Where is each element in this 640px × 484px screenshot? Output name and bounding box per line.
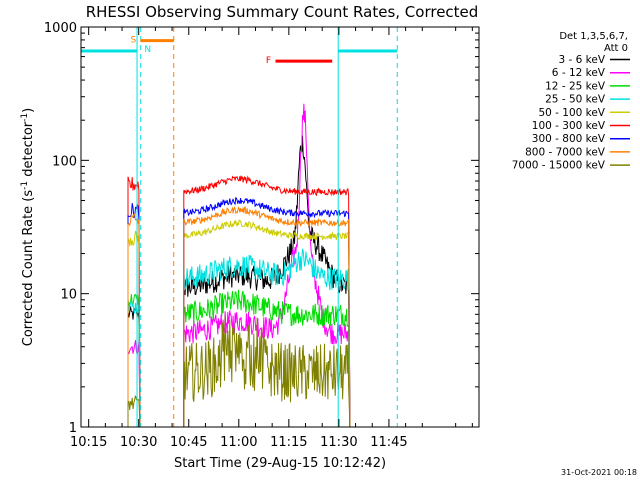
- footer-date: 31-Oct-2021 00:18: [561, 468, 637, 477]
- y-tick-label: 1: [69, 421, 77, 436]
- x-tick-label: 10:30: [120, 435, 157, 450]
- y-tick-label: 100: [52, 154, 77, 169]
- series-line: [127, 316, 351, 428]
- legend-label: 12 - 25 keV: [545, 80, 606, 92]
- legend-label: 300 - 800 keV: [532, 133, 606, 145]
- x-tick-label: 11:30: [320, 435, 357, 450]
- series-line: [127, 175, 351, 428]
- legend-label: 800 - 7000 keV: [525, 146, 606, 158]
- legend-label: 50 - 100 keV: [538, 107, 605, 119]
- plot-frame: [80, 26, 480, 428]
- chart-title: RHESSI Observing Summary Count Rates, Co…: [86, 3, 479, 21]
- x-tick-label: 10:45: [170, 435, 207, 450]
- y-tick-label: 10: [60, 288, 77, 303]
- legend-label: 7000 - 15000 keV: [512, 160, 606, 172]
- y-axis-label: Corrected Count Rate (s-1 detector-1): [20, 108, 36, 346]
- series-line: [127, 248, 351, 428]
- flag-label: N: [144, 45, 151, 55]
- series-line: [127, 135, 351, 428]
- x-tick-label: 11:15: [270, 435, 307, 450]
- legend-label: 100 - 300 keV: [532, 120, 606, 132]
- flag-label: S: [131, 36, 137, 46]
- series-line: [127, 219, 351, 428]
- series-line: [127, 196, 351, 428]
- x-tick-label: 11:45: [370, 435, 407, 450]
- x-axis-label: Start Time (29-Aug-15 10:12:42): [174, 456, 386, 471]
- y-tick-label: 1000: [44, 21, 77, 36]
- x-tick-label: 10:15: [70, 435, 107, 450]
- legend-header: Det 1,3,5,6,7,: [559, 31, 628, 42]
- legend-label: 25 - 50 keV: [545, 94, 606, 106]
- legend-label: 6 - 12 keV: [552, 67, 606, 79]
- series-line: [127, 205, 351, 428]
- legend-label: 3 - 6 keV: [558, 54, 605, 66]
- legend-header: Att 0: [604, 43, 628, 54]
- x-tick-label: 11:00: [220, 435, 257, 450]
- series-line: [127, 289, 351, 428]
- flag-label: F: [266, 56, 271, 66]
